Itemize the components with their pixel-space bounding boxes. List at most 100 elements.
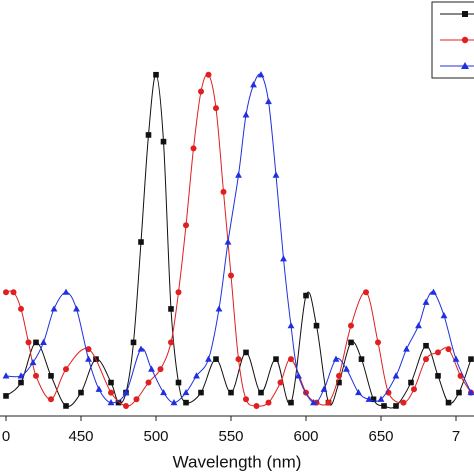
marker — [205, 71, 212, 78]
marker — [62, 288, 70, 295]
marker — [108, 379, 114, 386]
marker — [392, 372, 400, 379]
marker — [257, 71, 265, 78]
marker — [365, 395, 373, 402]
marker — [123, 402, 129, 409]
marker — [468, 356, 474, 362]
marker — [228, 389, 234, 396]
marker — [205, 355, 212, 362]
marker — [403, 345, 410, 352]
marker — [377, 395, 385, 402]
marker — [138, 239, 144, 245]
marker — [253, 402, 260, 409]
marker — [325, 399, 332, 406]
marker — [243, 396, 249, 403]
marker — [423, 342, 429, 349]
legend-marker — [461, 36, 469, 44]
marker — [343, 365, 350, 372]
marker — [85, 346, 92, 353]
marker — [348, 322, 354, 329]
marker — [85, 355, 92, 362]
marker — [18, 305, 24, 312]
marker — [400, 399, 407, 406]
marker — [78, 389, 84, 396]
marker — [2, 372, 10, 379]
series-line — [5, 73, 472, 404]
marker — [25, 339, 32, 346]
marker — [313, 322, 320, 329]
marker — [213, 105, 219, 112]
marker — [168, 339, 174, 346]
marker — [452, 355, 460, 362]
marker — [435, 373, 441, 379]
marker — [148, 365, 155, 372]
marker — [48, 373, 54, 379]
x-tick-label: 600 — [293, 428, 318, 445]
marker — [358, 356, 365, 362]
legend — [431, 1, 474, 79]
marker — [213, 356, 219, 362]
marker — [145, 132, 152, 138]
marker — [73, 305, 80, 312]
marker — [445, 346, 452, 353]
marker — [243, 349, 249, 356]
marker — [235, 171, 242, 178]
marker — [265, 97, 272, 105]
marker — [198, 389, 204, 396]
marker — [228, 272, 234, 279]
marker — [456, 389, 462, 396]
legend-marker — [462, 11, 468, 17]
marker — [215, 305, 223, 312]
marker — [18, 379, 24, 386]
marker — [272, 171, 280, 178]
marker — [133, 396, 140, 403]
marker — [250, 81, 257, 88]
marker — [370, 396, 377, 403]
marker — [115, 399, 122, 406]
marker — [467, 388, 474, 396]
marker — [137, 345, 145, 352]
marker — [175, 379, 182, 386]
marker — [175, 289, 182, 296]
marker — [273, 356, 279, 362]
marker — [190, 145, 197, 152]
marker — [235, 356, 242, 363]
marker — [224, 238, 232, 245]
marker — [445, 399, 452, 406]
marker — [193, 372, 200, 379]
marker — [183, 222, 189, 229]
marker — [277, 379, 284, 386]
marker — [3, 393, 9, 399]
marker — [63, 366, 69, 373]
marker — [122, 388, 130, 396]
marker — [288, 399, 294, 406]
x-tick-label: 7 — [452, 428, 460, 445]
marker — [10, 289, 17, 296]
marker — [95, 385, 103, 392]
marker — [287, 322, 295, 329]
marker — [336, 379, 342, 386]
x-axis-label: Wavelength (nm) — [173, 452, 302, 471]
marker — [435, 349, 441, 356]
x-tick-label: 0 — [2, 428, 10, 445]
marker — [336, 372, 342, 379]
x-tick-label: 650 — [368, 428, 393, 445]
marker — [242, 111, 250, 118]
marker — [393, 403, 399, 409]
marker — [430, 288, 437, 295]
marker — [160, 388, 167, 396]
x-tick-label: 450 — [68, 428, 93, 445]
marker — [411, 386, 417, 393]
marker — [33, 372, 39, 379]
marker — [183, 399, 189, 406]
marker — [258, 389, 264, 396]
marker — [40, 338, 47, 345]
marker — [3, 289, 9, 296]
marker — [48, 396, 54, 403]
marker — [423, 356, 429, 363]
marker — [348, 339, 354, 346]
marker — [295, 372, 302, 379]
marker — [33, 339, 39, 346]
marker — [160, 138, 167, 145]
